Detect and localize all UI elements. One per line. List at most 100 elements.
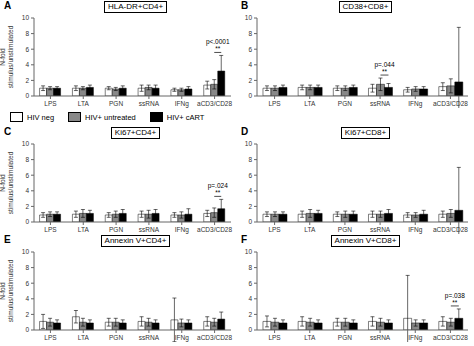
svg-text:6: 6 — [25, 172, 29, 179]
html-text:D: D — [241, 126, 249, 137]
svg-text:ssRNA: ssRNA — [139, 100, 160, 107]
svg-text:6: 6 — [248, 172, 252, 179]
svg-text:8: 8 — [25, 30, 29, 37]
svg-text:LTA: LTA — [304, 334, 316, 341]
html-text:E: E — [4, 234, 11, 245]
svg-text:LPS: LPS — [268, 100, 281, 107]
svg-text:8: 8 — [248, 30, 252, 37]
svg-text:**: ** — [215, 45, 221, 52]
svg-text:LTA: LTA — [304, 226, 316, 233]
svg-text:PGN: PGN — [109, 226, 123, 233]
svg-text:0: 0 — [248, 218, 252, 225]
svg-text:8: 8 — [248, 156, 252, 163]
svg-text:p=.038: p=.038 — [445, 292, 465, 300]
html-text:HIV+ cART: HIV+ cART — [166, 112, 205, 122]
svg-text:aCD3/CD28: aCD3/CD28 — [433, 334, 466, 341]
svg-text:0: 0 — [25, 92, 29, 99]
svg-text:**: ** — [215, 189, 221, 196]
svg-text:PGN: PGN — [338, 334, 352, 341]
svg-text:p<.0001: p<.0001 — [206, 38, 230, 46]
html-text:Annexin V+CD8+: Annexin V+CD8+ — [334, 236, 397, 245]
html-text:HIV neg: HIV neg — [27, 112, 55, 122]
svg-text:4: 4 — [248, 187, 252, 194]
svg-text:aCD3/CD28: aCD3/CD28 — [197, 100, 232, 107]
html-text:Ki67+CD8+: Ki67+CD8+ — [344, 128, 387, 137]
svg-text:ssRNA: ssRNA — [370, 334, 391, 341]
svg-text:N-foldstimulus/unstimulated: N-foldstimulus/unstimulated — [8, 25, 14, 88]
svg-text:IFNg: IFNg — [175, 226, 189, 234]
svg-text:LPS: LPS — [268, 334, 281, 341]
svg-text:6: 6 — [25, 46, 29, 53]
html-text:HIV+ untreated: HIV+ untreated — [85, 112, 136, 122]
svg-text:6: 6 — [248, 46, 252, 53]
svg-text:10: 10 — [22, 140, 30, 147]
svg-text:PGN: PGN — [109, 100, 123, 107]
html-text:N-fold: N-fold — [0, 174, 6, 192]
svg-text:PGN: PGN — [338, 226, 352, 233]
svg-text:10: 10 — [245, 140, 253, 147]
svg-text:10: 10 — [22, 14, 30, 21]
svg-text:4: 4 — [25, 187, 29, 194]
svg-text:LPS: LPS — [44, 100, 57, 107]
svg-text:10: 10 — [22, 248, 30, 255]
svg-text:LTA: LTA — [78, 334, 90, 341]
svg-text:N-foldstimulus/unstimulated: N-foldstimulus/unstimulated — [8, 151, 14, 214]
svg-text:N-foldstimulus/unstimulated: N-foldstimulus/unstimulated — [8, 259, 14, 322]
html-text:F: F — [241, 234, 248, 245]
svg-text:ssRNA: ssRNA — [139, 226, 160, 233]
svg-text:LPS: LPS — [44, 226, 57, 233]
svg-text:8: 8 — [25, 156, 29, 163]
svg-text:ssRNA: ssRNA — [139, 334, 160, 341]
svg-text:aCD3/CD28: aCD3/CD28 — [197, 334, 232, 341]
html-text:CD38+CD8+: CD38+CD8+ — [342, 2, 389, 11]
svg-text:p=.044: p=.044 — [374, 61, 394, 69]
svg-text:PGN: PGN — [109, 334, 123, 341]
svg-text:8: 8 — [248, 264, 252, 271]
svg-text:6: 6 — [248, 280, 252, 287]
html-text:HLA-DR+CD4+: HLA-DR+CD4+ — [107, 2, 164, 11]
svg-text:8: 8 — [25, 264, 29, 271]
svg-text:2: 2 — [248, 311, 252, 318]
svg-text:4: 4 — [25, 295, 29, 302]
svg-text:0: 0 — [25, 218, 29, 225]
svg-text:LPS: LPS — [268, 226, 281, 233]
html-text:B: B — [241, 0, 249, 11]
html-text:Annexin V+CD4+: Annexin V+CD4+ — [104, 236, 167, 245]
svg-text:IFNg: IFNg — [175, 100, 189, 108]
svg-text:LTA: LTA — [78, 226, 90, 233]
svg-text:10: 10 — [245, 14, 253, 21]
svg-text:LPS: LPS — [44, 334, 57, 341]
svg-text:aCD3/CD28: aCD3/CD28 — [197, 226, 232, 233]
svg-text:aCD3/CD28: aCD3/CD28 — [433, 226, 466, 233]
svg-text:LTA: LTA — [78, 100, 90, 107]
svg-text:IFNg: IFNg — [408, 226, 422, 234]
svg-text:IFNg: IFNg — [408, 100, 422, 108]
svg-text:4: 4 — [248, 61, 252, 68]
svg-text:p=.024: p=.024 — [208, 182, 228, 190]
svg-text:IFNg: IFNg — [175, 334, 189, 342]
svg-text:PGN: PGN — [338, 100, 352, 107]
svg-text:0: 0 — [248, 326, 252, 333]
svg-text:2: 2 — [25, 203, 29, 210]
svg-text:10: 10 — [245, 248, 253, 255]
svg-text:**: ** — [382, 68, 388, 75]
svg-text:6: 6 — [25, 280, 29, 287]
svg-text:2: 2 — [248, 203, 252, 210]
svg-text:ssRNA: ssRNA — [370, 100, 391, 107]
svg-text:0: 0 — [248, 92, 252, 99]
svg-text:2: 2 — [25, 311, 29, 318]
svg-text:ssRNA: ssRNA — [370, 226, 391, 233]
svg-text:LTA: LTA — [304, 100, 316, 107]
svg-text:2: 2 — [248, 77, 252, 84]
svg-text:2: 2 — [25, 77, 29, 84]
html-text:Ki67+CD4+: Ki67+CD4+ — [114, 128, 157, 137]
svg-text:4: 4 — [25, 61, 29, 68]
html-text:A: A — [4, 0, 12, 11]
svg-text:aCD3/CD28: aCD3/CD28 — [433, 100, 466, 107]
svg-text:IFNg: IFNg — [408, 334, 422, 342]
html-text:N-fold: N-fold — [0, 48, 6, 66]
svg-text:0: 0 — [25, 326, 29, 333]
svg-text:4: 4 — [248, 295, 252, 302]
html-text:C: C — [4, 126, 12, 137]
svg-text:**: ** — [452, 299, 458, 306]
